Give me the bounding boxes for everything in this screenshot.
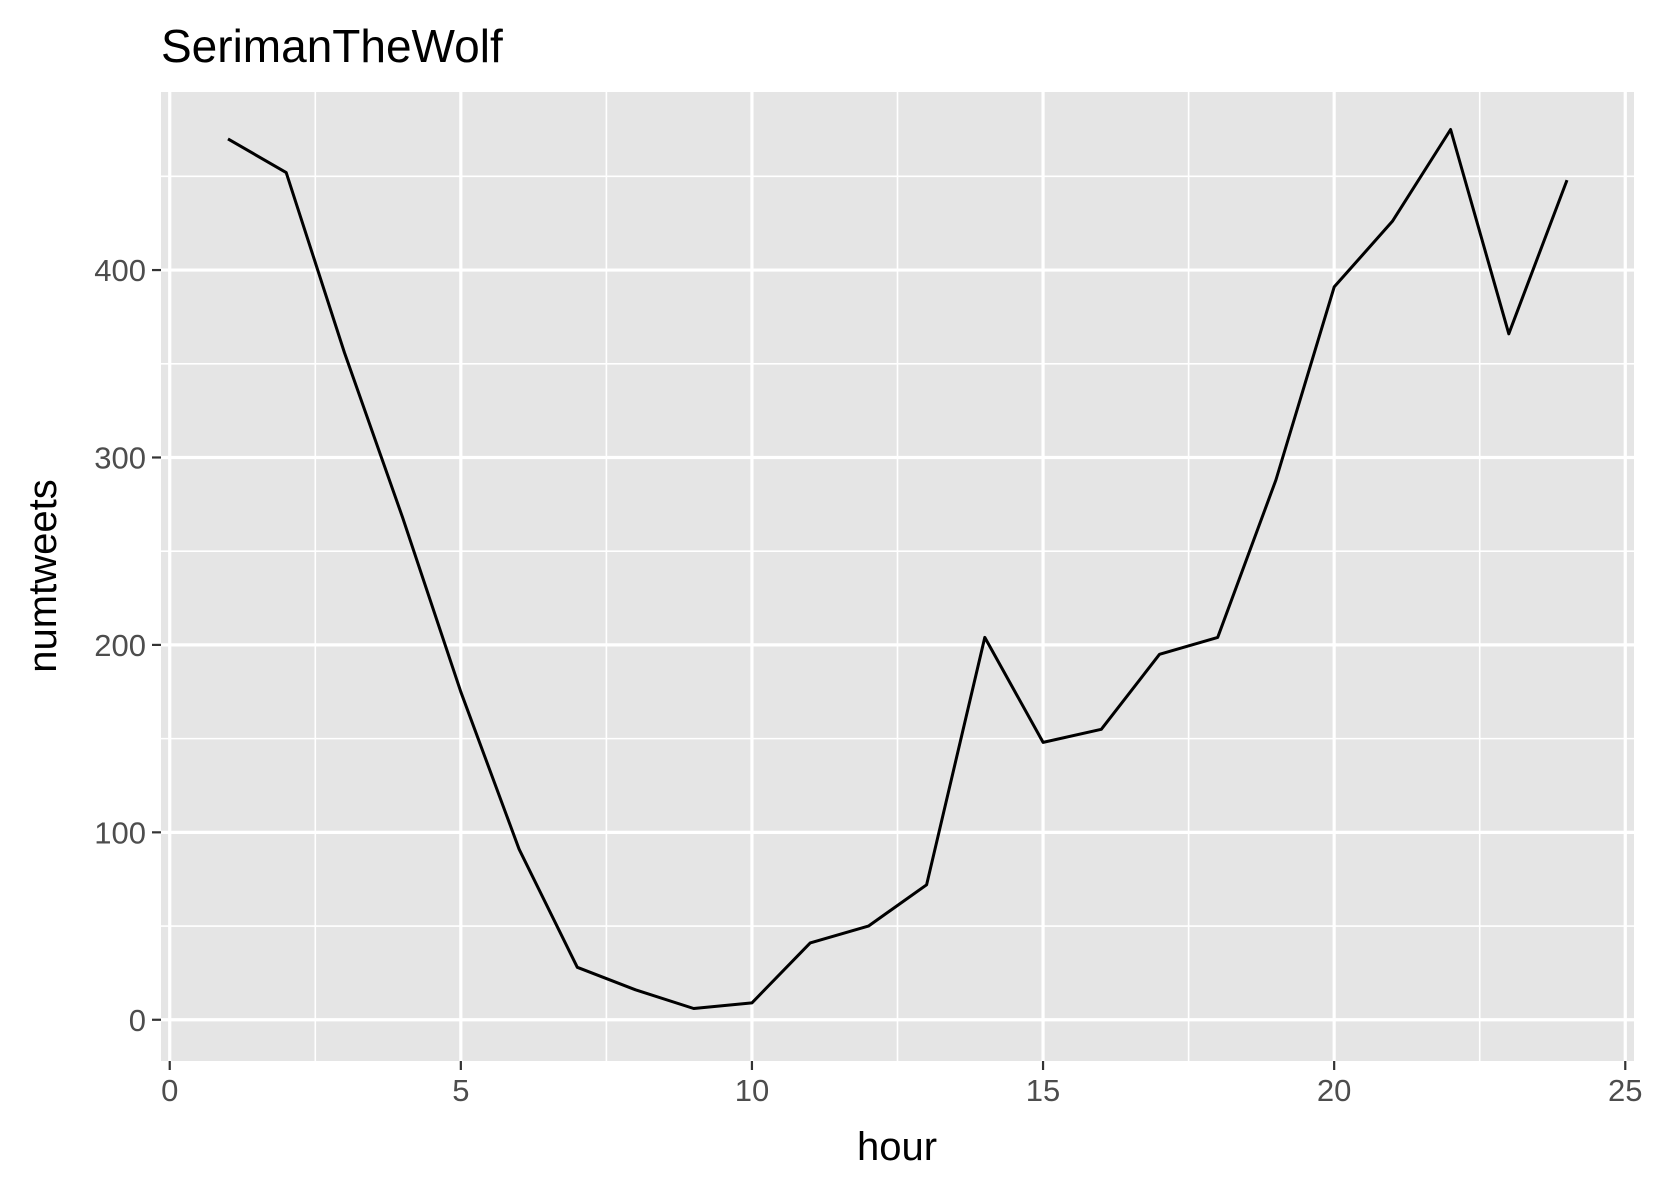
y-axis: 0 100 200 300 400 (94, 253, 161, 1038)
minor-gridlines (161, 92, 1634, 1061)
y-tick-label: 300 (94, 440, 146, 475)
y-tick-label: 100 (94, 815, 146, 850)
x-axis-title: hour (857, 1125, 937, 1169)
series-layer (227, 128, 1569, 1010)
x-tick-label: 5 (452, 1073, 469, 1108)
x-tick-label: 10 (735, 1073, 769, 1108)
major-gridlines (161, 92, 1634, 1061)
x-tick-label: 15 (1026, 1073, 1060, 1108)
chart-title: SerimanTheWolf (161, 20, 503, 72)
y-tick-label: 200 (94, 628, 146, 663)
y-axis-title: numtweets (21, 479, 65, 672)
x-tick-label: 25 (1608, 1073, 1642, 1108)
x-axis: 0 5 10 15 20 25 (161, 1061, 1643, 1108)
y-tick-label: 0 (129, 1003, 146, 1038)
y-tick-label: 400 (94, 253, 146, 288)
series-line (227, 128, 1569, 1010)
x-tick-label: 0 (161, 1073, 178, 1108)
x-tick-label: 20 (1317, 1073, 1351, 1108)
